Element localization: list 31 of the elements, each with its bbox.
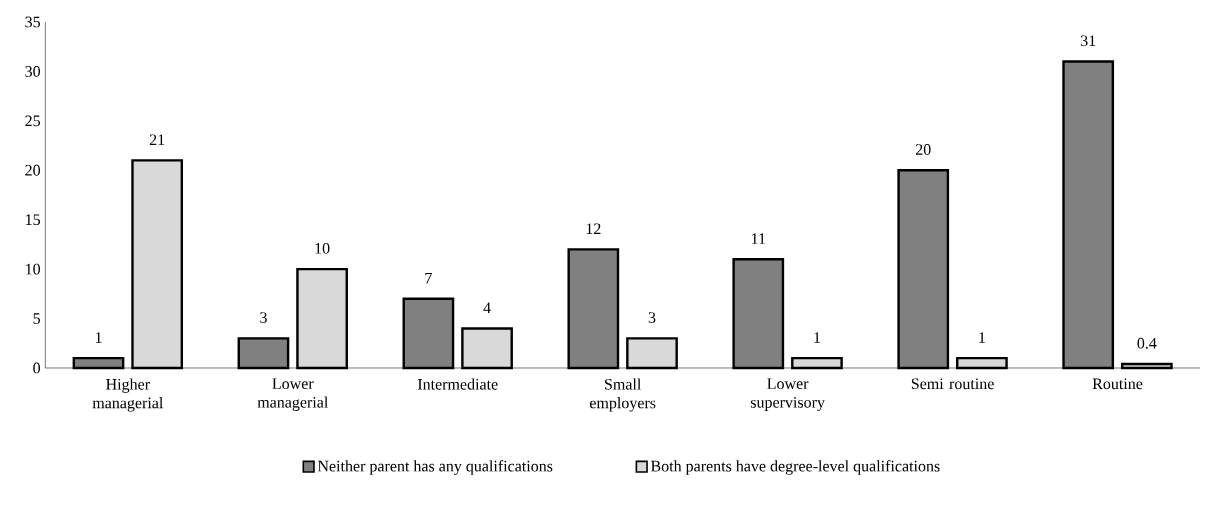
data-label: 12 <box>586 223 601 234</box>
data-label: 21 <box>149 134 165 146</box>
y-tick-label: 5 <box>33 313 41 324</box>
y-tick-label: 30 <box>25 66 41 77</box>
data-label: 1 <box>95 332 102 343</box>
data-label: 4 <box>483 302 491 314</box>
x-tick-label: Higher managerial <box>92 378 164 412</box>
data-label: 1 <box>979 332 985 343</box>
y-tick-label: 0 <box>33 362 41 374</box>
data-label: 7 <box>425 272 432 284</box>
legend-label: Neither parent has any qualifications <box>317 460 553 475</box>
y-tick-label: 25 <box>25 115 41 127</box>
legend-label: Both parents have degree-level qualifications <box>650 460 940 475</box>
x-tick-label: Small employers <box>589 378 656 412</box>
data-label: 3 <box>260 312 267 323</box>
x-tick-label: Intermediate <box>417 378 498 390</box>
x-tick-label: Lower supervisory <box>750 378 825 411</box>
data-label: 20 <box>915 144 931 155</box>
data-label: 31 <box>1080 35 1096 47</box>
y-tick-label: 15 <box>26 214 41 226</box>
x-tick-label: Routine <box>1092 378 1143 390</box>
x-tick-label: Semi routine <box>911 378 994 390</box>
data-label: 0.4 <box>1137 337 1157 349</box>
x-tick-label: Lower managerial <box>257 378 328 411</box>
y-tick-label: 20 <box>25 164 41 176</box>
y-tick-label: 35 <box>25 16 41 28</box>
data-label: 11 <box>751 233 766 244</box>
data-label: 10 <box>315 242 330 254</box>
data-label: 1 <box>814 332 820 343</box>
y-tick-label: 10 <box>26 263 41 275</box>
data-label: 3 <box>648 312 656 323</box>
